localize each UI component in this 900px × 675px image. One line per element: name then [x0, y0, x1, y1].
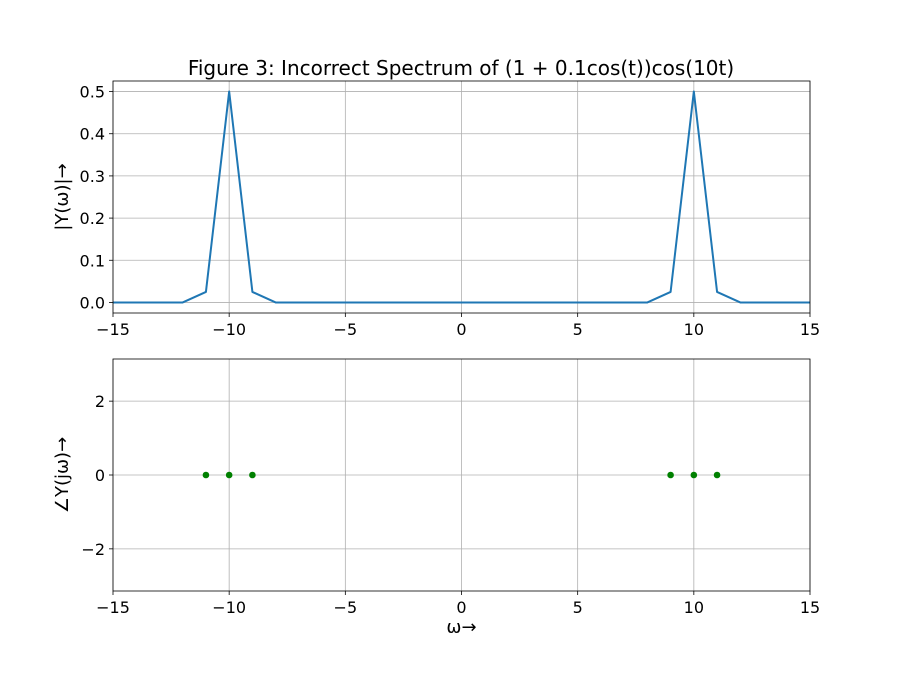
- phase-y-tick-label: 2: [95, 392, 105, 411]
- phase-data-point: [249, 471, 256, 479]
- phase-y-tick-label: −2: [81, 540, 105, 559]
- chart-title: Figure 3: Incorrect Spectrum of (1 + 0.1…: [188, 56, 734, 80]
- magnitude-plot: −15 −10 −5 0 5 10 15 0.0 0.1 0.2 0.3 0.4 0.5 |Y(ω)|→: [52, 80, 821, 339]
- magnitude-y-tick-label: 0.5: [80, 83, 105, 102]
- magnitude-y-axis-label: |Y(ω)|→: [52, 163, 73, 230]
- magnitude-series-line: [113, 90, 810, 304]
- phase-data-point: [202, 471, 210, 479]
- magnitude-marks: [113, 90, 810, 304]
- phase-data-point: [690, 471, 698, 479]
- magnitude-x-tick-label: 0: [456, 320, 466, 339]
- phase-plot: −15 −10 −5 0 5 10 15 −2 0 2 ∠Y(jω)→ ω→: [52, 358, 820, 638]
- magnitude-y-tick-label: 0.0: [80, 293, 105, 312]
- magnitude-x-tick-label: 10: [684, 320, 704, 339]
- phase-y-axis-label: ∠Y(jω)→: [52, 437, 73, 513]
- phase-data-point: [225, 471, 233, 479]
- phase-data-point: [667, 471, 674, 479]
- phase-data-point: [713, 471, 721, 479]
- magnitude-x-tick-label: −15: [96, 320, 130, 339]
- magnitude-x-tick-label: 5: [573, 320, 583, 339]
- phase-x-tick-label: 15: [800, 598, 820, 617]
- magnitude-ticks: −15 −10 −5 0 5 10 15 0.0 0.1 0.2 0.3 0.4 0.5: [80, 83, 821, 339]
- phase-grid: [112, 359, 811, 591]
- phase-x-tick-label: −10: [212, 598, 246, 617]
- phase-x-tick-label: 10: [684, 598, 704, 617]
- magnitude-x-tick-label: −10: [212, 320, 246, 339]
- phase-x-tick-label: 0: [456, 598, 466, 617]
- magnitude-y-tick-label: 0.1: [80, 251, 105, 270]
- magnitude-y-tick-label: 0.4: [80, 125, 105, 144]
- phase-ticks: −15 −10 −5 0 5 10 15 −2 0 2: [81, 392, 820, 617]
- phase-x-tick-label: −15: [96, 598, 130, 617]
- magnitude-y-tick-label: 0.2: [80, 209, 105, 228]
- magnitude-x-tick-label: 15: [800, 320, 820, 339]
- phase-x-axis-label: ω→: [446, 617, 476, 638]
- phase-marks: [202, 471, 721, 479]
- phase-y-tick-label: 0: [95, 466, 105, 485]
- phase-x-tick-label: −5: [334, 598, 358, 617]
- magnitude-y-tick-label: 0.3: [80, 167, 105, 186]
- phase-x-tick-label: 5: [573, 598, 583, 617]
- magnitude-x-tick-label: −5: [334, 320, 358, 339]
